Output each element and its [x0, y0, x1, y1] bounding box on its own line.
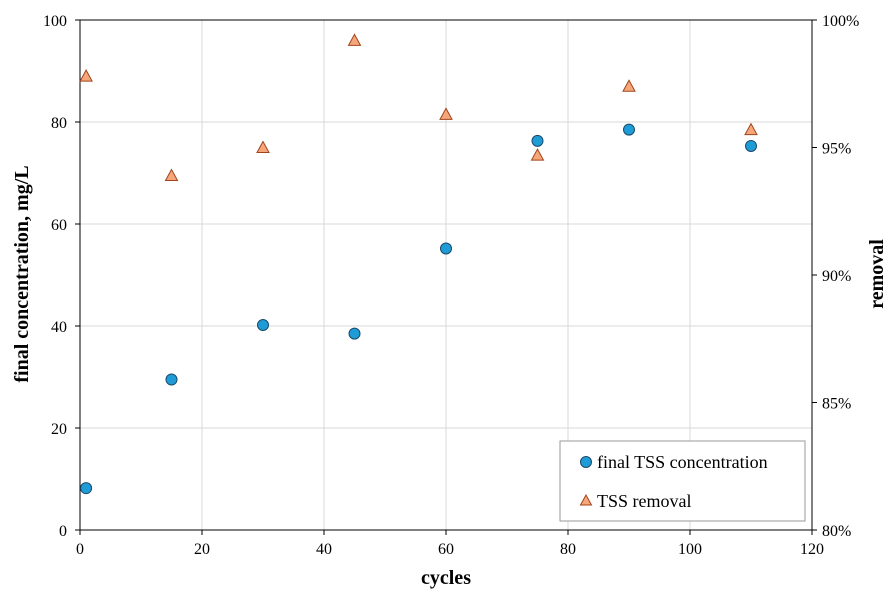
- legend: final TSS concentration TSS removal: [559, 440, 806, 522]
- y-axis-title: final concentration, mg/L: [11, 165, 33, 382]
- removal-point: [79, 69, 93, 82]
- removal-point: [347, 33, 362, 46]
- x-axis-title: cycles: [421, 567, 471, 589]
- concentration-point: [165, 373, 178, 386]
- concentration-point: [531, 134, 544, 147]
- concentration-point: [745, 139, 757, 152]
- data-points: [79, 33, 758, 495]
- y2-tick-label: 85%: [822, 396, 851, 413]
- concentration-point: [257, 318, 269, 331]
- removal-point: [530, 148, 545, 161]
- x-tick-label: 20: [194, 541, 210, 558]
- y2-tick-label: 95%: [822, 141, 851, 158]
- legend-series-2: TSS removal: [597, 491, 692, 511]
- legend-box: [559, 440, 806, 522]
- x-tick-label: 0: [76, 541, 84, 558]
- secondary-y-axis-title: removal: [866, 239, 888, 309]
- removal-point: [164, 168, 179, 182]
- y2-tick-label: 80%: [822, 523, 851, 540]
- y2-tick-label: 100%: [822, 13, 859, 30]
- axes: [75, 19, 817, 535]
- y-tick-label: 60: [51, 217, 67, 234]
- x-tick-label: 120: [800, 541, 824, 558]
- y2-tick-label: 90%: [822, 268, 851, 285]
- x-tick-label: 60: [438, 541, 454, 558]
- tick-labels: 0 20 40 60 80 100 120 0 20 40 60 80 100 80% 85% 90% 95% 1…: [43, 13, 859, 558]
- removal-point: [622, 79, 636, 92]
- legend-circle-marker: [580, 456, 592, 468]
- concentration-point: [623, 123, 635, 136]
- concentration-point: [348, 327, 361, 340]
- legend-triangle-marker: [579, 493, 593, 506]
- y-tick-label: 40: [51, 319, 67, 336]
- x-tick-label: 40: [316, 541, 332, 558]
- y-tick-label: 20: [51, 421, 67, 438]
- removal-point: [256, 140, 270, 153]
- removal-point: [439, 107, 453, 120]
- y-tick-label: 0: [59, 523, 67, 540]
- x-tick-label: 80: [560, 541, 576, 558]
- concentration-point: [80, 482, 93, 495]
- y-tick-label: 80: [51, 115, 67, 132]
- x-tick-label: 100: [678, 541, 702, 558]
- legend-series-1: final TSS concentration: [597, 452, 768, 472]
- y-tick-label: 100: [43, 13, 67, 30]
- concentration-point: [440, 242, 452, 255]
- removal-point: [744, 122, 758, 136]
